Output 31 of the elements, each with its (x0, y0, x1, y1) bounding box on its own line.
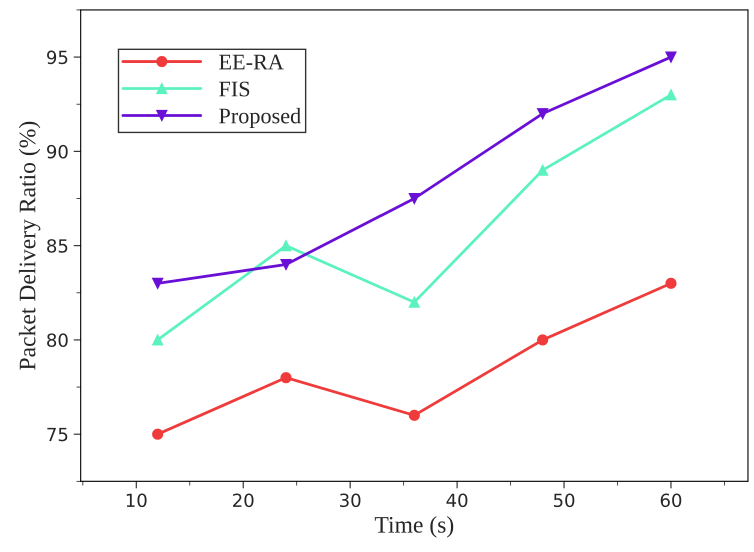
x-tick-label: 10 (126, 493, 147, 508)
point (408, 410, 420, 421)
point (152, 334, 164, 346)
y-tick-label: 95 (47, 50, 68, 64)
x-axis-title: Time (s) (374, 516, 454, 538)
y-tick-label: 75 (47, 428, 68, 442)
legend-label: Proposed (219, 108, 301, 128)
x-tick-label: 40 (446, 493, 468, 508)
point (408, 296, 420, 308)
legend-label: FIS (219, 82, 250, 97)
point (537, 108, 548, 120)
point (665, 278, 677, 289)
x-tick-label: 50 (554, 493, 574, 508)
point (280, 258, 292, 270)
legend-label: EE-RA (219, 54, 284, 70)
y-axis-title: Packet Delivery Ratio (%) (18, 122, 40, 370)
point (408, 192, 420, 204)
point (280, 240, 292, 252)
point (665, 52, 677, 63)
point (665, 89, 677, 100)
point (537, 334, 548, 346)
x-tick-label: 30 (340, 493, 360, 508)
y-tick-label: 80 (47, 333, 68, 348)
y-tick-label: 90 (47, 144, 68, 158)
y-tick-label: 85 (47, 239, 68, 253)
point (152, 428, 164, 440)
x-tick-label: 60 (660, 493, 682, 508)
x-tick-label: 20 (233, 493, 254, 508)
point (152, 278, 164, 289)
point (280, 372, 292, 384)
point (537, 164, 548, 176)
